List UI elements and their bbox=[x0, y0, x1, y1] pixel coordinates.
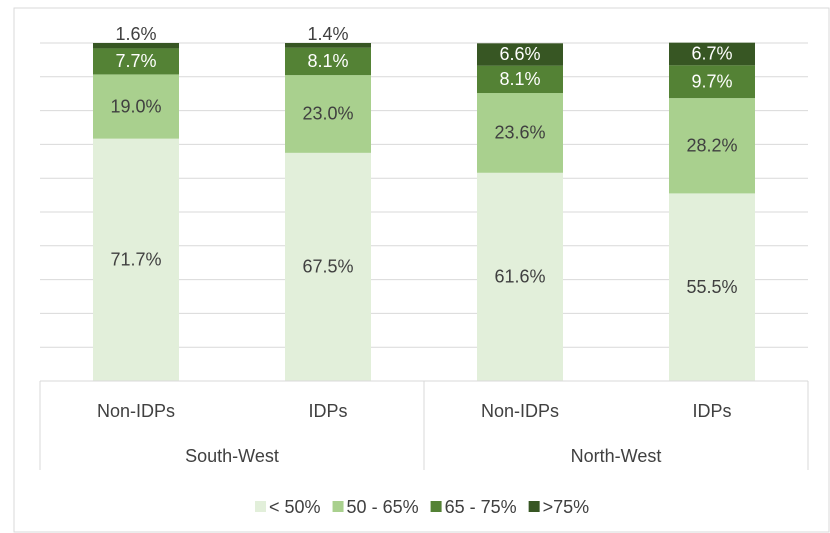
bar-segment bbox=[669, 42, 755, 66]
data-label: 71.7% bbox=[110, 250, 161, 270]
group-label: South-West bbox=[185, 446, 279, 466]
data-label: 55.5% bbox=[686, 277, 737, 297]
x-tick-label: Non-IDPs bbox=[97, 401, 175, 421]
bar-segment bbox=[477, 93, 563, 173]
data-label: 23.0% bbox=[302, 104, 353, 124]
legend-swatch bbox=[255, 501, 266, 512]
x-tick-label: IDPs bbox=[308, 401, 347, 421]
bar-segment bbox=[477, 65, 563, 94]
legend-swatch bbox=[332, 501, 344, 512]
x-tick-label: Non-IDPs bbox=[481, 401, 559, 421]
legend-label: 50 - 65% bbox=[347, 497, 419, 517]
data-label: 8.1% bbox=[499, 69, 540, 89]
data-label: 1.4% bbox=[307, 24, 348, 44]
bar-segment bbox=[477, 172, 563, 381]
data-label: 28.2% bbox=[686, 136, 737, 156]
x-tick-label: IDPs bbox=[692, 401, 731, 421]
bar-segment bbox=[285, 75, 371, 153]
data-label: 6.6% bbox=[499, 44, 540, 64]
legend-label: >75% bbox=[543, 497, 590, 517]
data-label: 19.0% bbox=[110, 96, 161, 116]
bar-segment bbox=[285, 47, 371, 76]
bar-segment bbox=[669, 65, 755, 99]
bar-segment bbox=[669, 98, 755, 194]
data-label: 9.7% bbox=[691, 71, 732, 91]
bar-segment bbox=[669, 193, 755, 381]
bar-segment bbox=[93, 138, 179, 381]
bar-segment bbox=[93, 43, 179, 49]
data-label: 7.7% bbox=[115, 51, 156, 71]
data-label: 8.1% bbox=[307, 51, 348, 71]
bar-segment bbox=[285, 152, 371, 381]
legend-swatch bbox=[528, 501, 540, 512]
bar-segment bbox=[93, 74, 179, 139]
bar-segment bbox=[477, 43, 563, 66]
bar-segment bbox=[93, 48, 179, 75]
data-label: 67.5% bbox=[302, 257, 353, 277]
bar-segment bbox=[285, 43, 371, 48]
legend-swatch bbox=[430, 501, 442, 512]
data-label: 23.6% bbox=[494, 123, 545, 143]
data-label: 6.7% bbox=[691, 44, 732, 64]
group-label: North-West bbox=[571, 446, 662, 466]
legend-label: 65 - 75% bbox=[445, 497, 517, 517]
data-label: 61.6% bbox=[494, 267, 545, 287]
data-label: 1.6% bbox=[115, 24, 156, 44]
legend-label: < 50% bbox=[269, 497, 321, 517]
